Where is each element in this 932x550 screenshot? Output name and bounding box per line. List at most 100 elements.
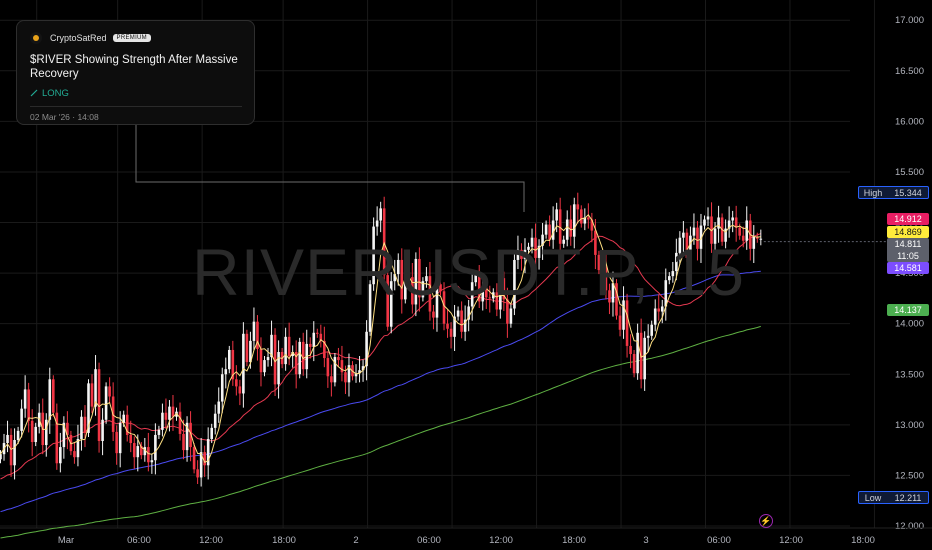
candle-body [432, 311, 435, 318]
candle [660, 299, 664, 324]
candle [499, 264, 502, 319]
candle [101, 408, 104, 456]
candle-body [393, 274, 397, 282]
candle-body [738, 227, 741, 236]
candle-body [587, 217, 590, 220]
candle-body [284, 336, 287, 365]
candle [682, 221, 685, 252]
idea-card[interactable]: CryptoSatRed PREMIUM $RIVER Showing Stre… [16, 20, 255, 125]
candle-body [238, 386, 242, 394]
candle [118, 411, 122, 468]
candle-body [108, 386, 111, 397]
candle-body [400, 259, 404, 300]
candle-body [30, 420, 34, 443]
candle-body [122, 414, 125, 423]
candle [604, 252, 608, 300]
candle [481, 273, 485, 311]
candle-body [34, 426, 37, 443]
candle-body [252, 321, 256, 341]
candle-body [323, 340, 326, 359]
candle [724, 219, 727, 249]
candle-body [727, 220, 731, 229]
candle [632, 349, 636, 378]
candle-body [178, 411, 182, 434]
x-tick-label: 3 [643, 535, 648, 546]
candle-body [534, 237, 537, 258]
candle [611, 271, 615, 317]
candle-body [386, 275, 389, 327]
candle-body [101, 419, 104, 442]
candle [73, 442, 76, 464]
candle [270, 320, 273, 367]
candle [294, 340, 298, 389]
candle [439, 280, 442, 296]
candle [400, 248, 404, 314]
candle-body [256, 321, 259, 349]
candle [242, 322, 245, 408]
candle-body [140, 446, 143, 456]
candle [206, 427, 210, 480]
direction-label: LONG [42, 87, 69, 99]
candle-body [646, 335, 650, 338]
candle [284, 327, 287, 371]
candle-body [481, 287, 485, 302]
candle [446, 309, 449, 338]
low-marker: Low 12.211 [858, 491, 929, 504]
candle [541, 223, 544, 260]
ma-yellow-price-label: 14.869 [887, 226, 929, 238]
candle [428, 261, 432, 321]
candle [196, 460, 199, 484]
candle-body [629, 345, 632, 355]
candle [157, 425, 161, 439]
card-divider [30, 106, 242, 107]
candle-body [724, 228, 727, 242]
candle-body [344, 372, 347, 383]
bar-countdown-label: 11:05 [887, 250, 929, 262]
candle [301, 332, 305, 376]
candle [220, 367, 224, 414]
author-avatar[interactable] [30, 32, 42, 44]
candle [555, 202, 558, 233]
ma-blue-price-label: 14.581 [887, 262, 929, 274]
candle-body [495, 292, 499, 310]
candle [256, 315, 259, 361]
y-tick-label: 17.000 [895, 15, 924, 26]
lightning-icon[interactable]: ⚡ [759, 514, 773, 528]
candle [189, 411, 192, 462]
candle [583, 208, 587, 231]
candle-body [375, 220, 379, 227]
candle [333, 353, 337, 387]
candle-body [449, 328, 453, 337]
candle-body [347, 365, 351, 383]
candle-body [319, 333, 323, 341]
idea-title[interactable]: $RIVER Showing Strength After Massive Re… [30, 54, 238, 80]
candle-body [706, 216, 710, 220]
author-name[interactable]: CryptoSatRed [50, 33, 107, 43]
candle-body [104, 386, 108, 420]
candle-body [632, 354, 636, 374]
candle [9, 428, 13, 477]
candle [316, 328, 319, 338]
candle [597, 250, 601, 275]
candle-body [544, 224, 548, 235]
candle [389, 272, 393, 334]
candle [224, 357, 228, 389]
candle-body [565, 219, 569, 240]
candle [44, 413, 48, 457]
candle [358, 356, 361, 383]
candle-body [435, 284, 439, 318]
candle [97, 362, 101, 453]
candle [474, 270, 477, 287]
candle-body [0, 454, 2, 460]
candle [323, 326, 326, 368]
candle [52, 375, 55, 417]
high-marker-label: High [863, 188, 883, 198]
candle-body [196, 469, 199, 478]
candle [629, 334, 632, 369]
ma-green-line [0, 325, 761, 539]
candle-body [66, 422, 69, 435]
candle [386, 271, 389, 331]
candle [506, 287, 509, 338]
candle-body [354, 373, 358, 377]
